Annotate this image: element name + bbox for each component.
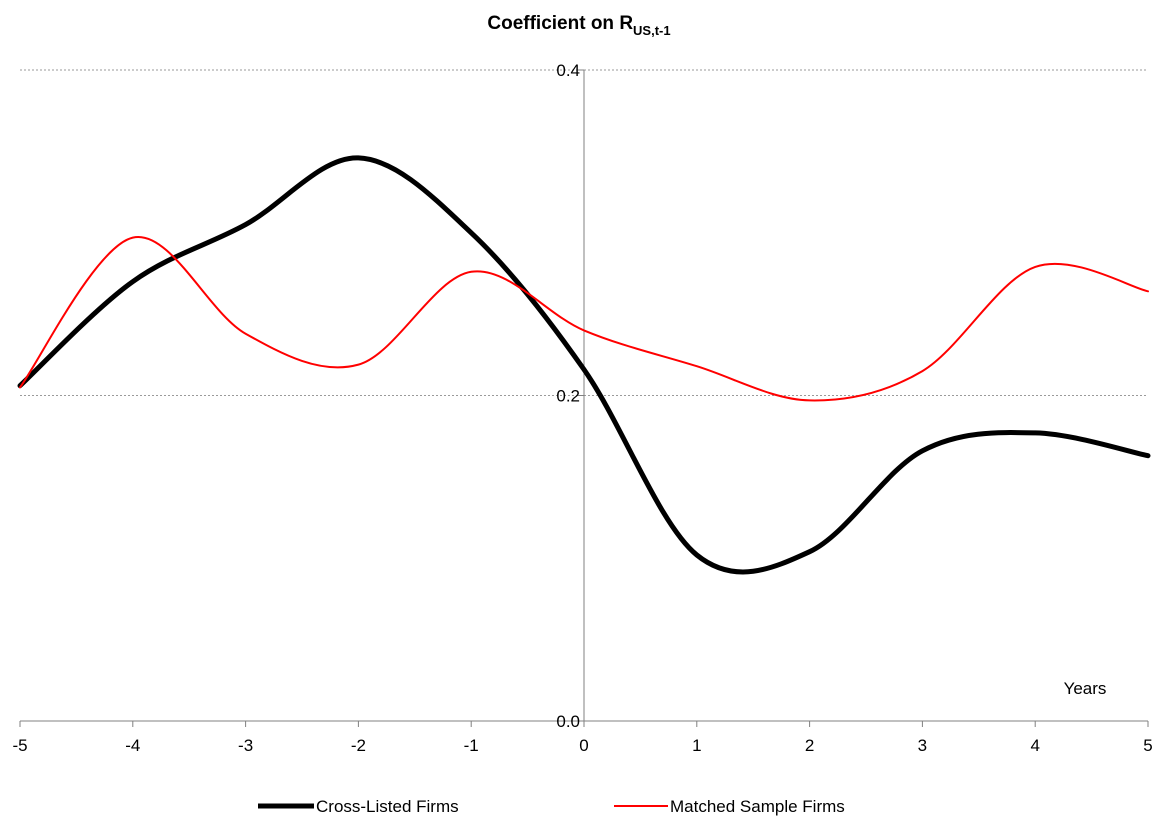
x-tick-label: -4: [125, 736, 140, 755]
x-tick-label: 1: [692, 736, 701, 755]
chart-title-subscript: US,t-1: [633, 23, 671, 38]
x-tick-labels: -5 -4 -3 -2 -1 0 1 2 3 4 5: [12, 736, 1152, 755]
y-tick-label: 0.2: [556, 387, 580, 406]
chart-title-main: Coefficient on R: [487, 13, 633, 34]
x-tick-label: 0: [579, 736, 588, 755]
axes: [19, 69, 1149, 727]
y-tick-label: 0.4: [556, 61, 580, 80]
x-tick-label: 2: [805, 736, 814, 755]
x-tick-label: 4: [1030, 736, 1039, 755]
x-tick-label: -1: [464, 736, 479, 755]
chart-title: Coefficient on RUS,t-1: [487, 13, 670, 38]
series-line-1: [17, 155, 1151, 575]
legend: Cross-Listed Firms Matched Sample Firms: [258, 797, 845, 816]
x-tick-label: 5: [1143, 736, 1152, 755]
legend-label-2: Matched Sample Firms: [670, 797, 845, 816]
y-tick-label: 0.0: [556, 712, 580, 731]
y-tick-labels: 0.0 0.2 0.4: [556, 61, 580, 731]
x-axis-label: Years: [1064, 679, 1107, 698]
x-tick-label: -5: [12, 736, 27, 755]
x-tick-label: -2: [351, 736, 366, 755]
x-tick-label: -3: [238, 736, 253, 755]
legend-label-1: Cross-Listed Firms: [316, 797, 459, 816]
x-tick-label: 3: [918, 736, 927, 755]
series-line-2: [19, 236, 1149, 402]
series-lines: [17, 155, 1151, 575]
